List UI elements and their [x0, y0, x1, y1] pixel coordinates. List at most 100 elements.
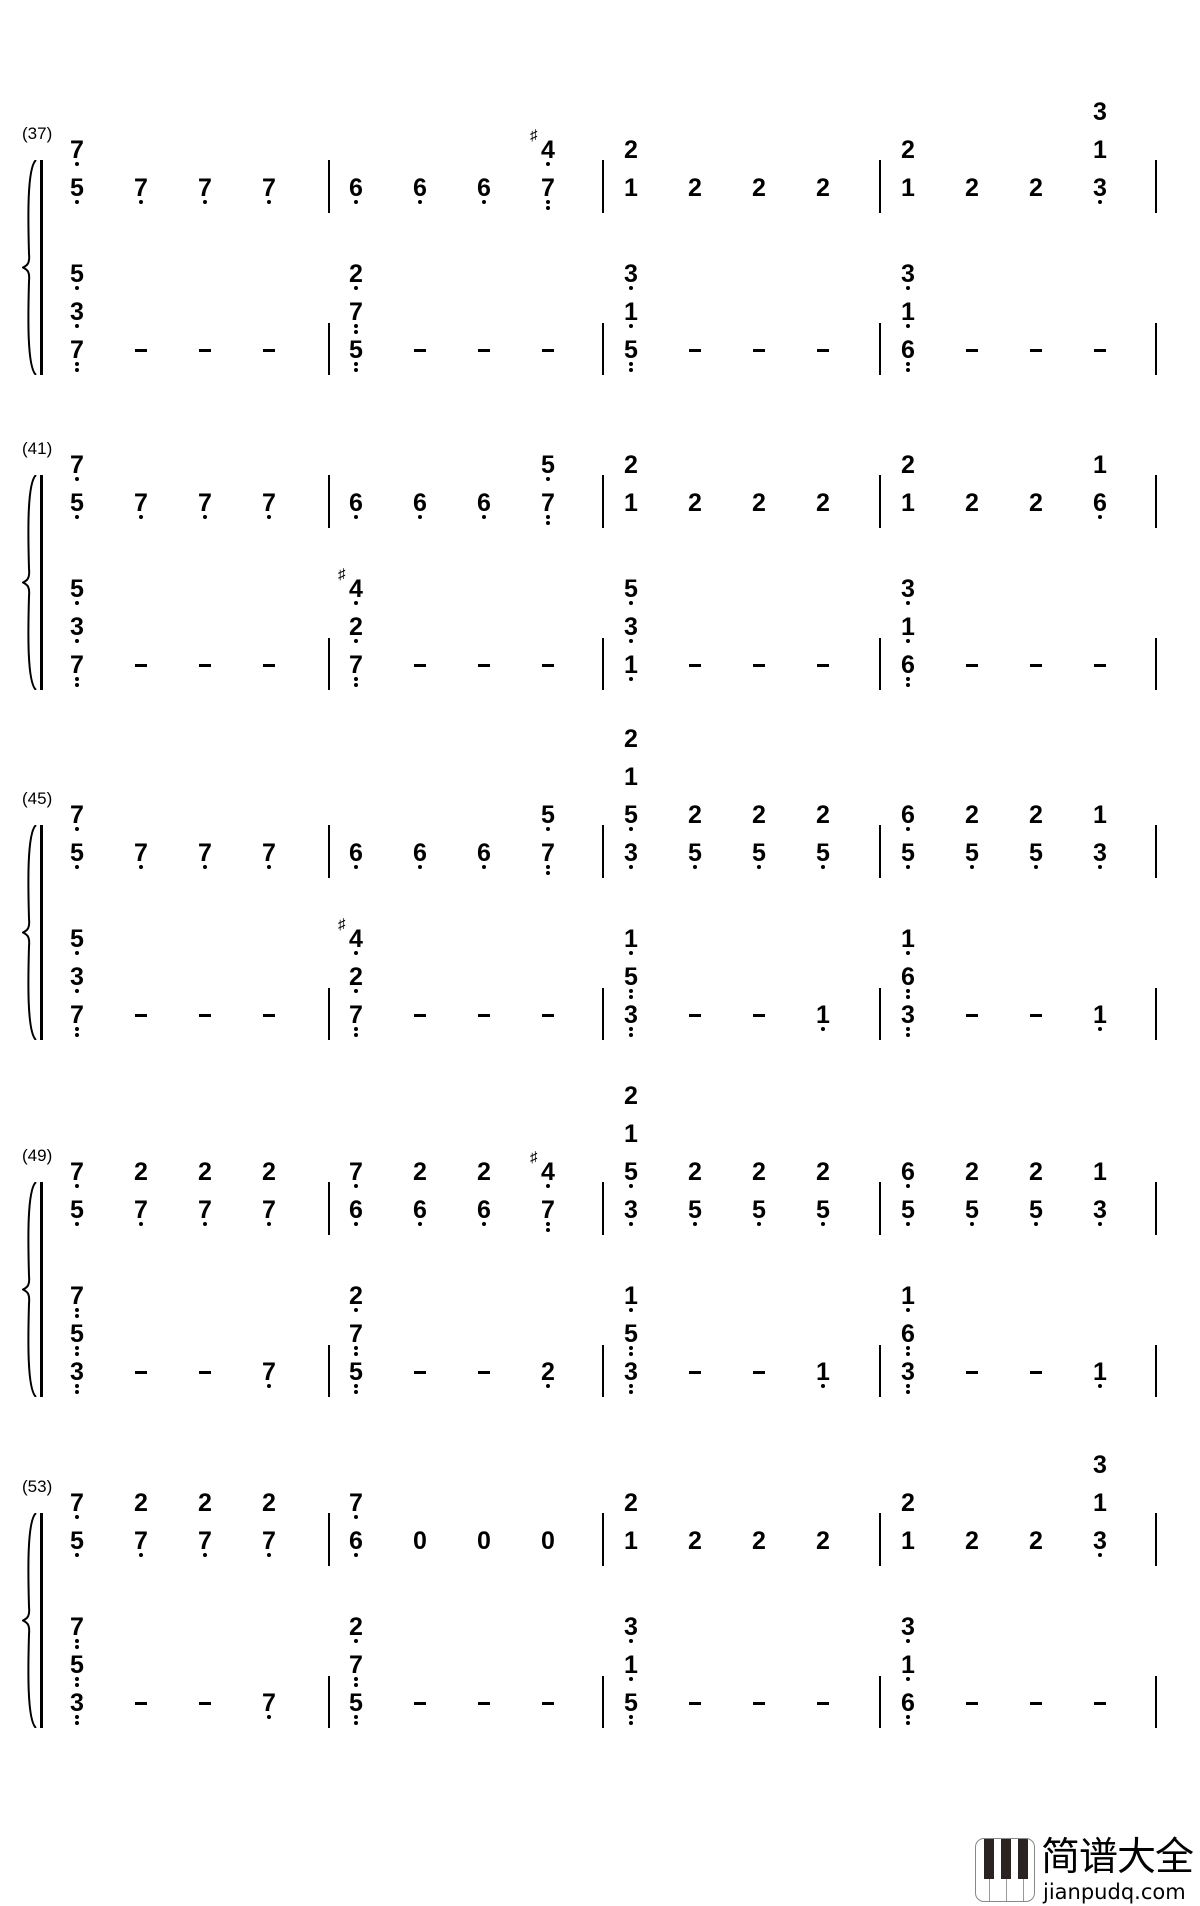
note-right-hand: 0	[536, 1529, 560, 1554]
note-right-hand: 7	[536, 491, 560, 525]
dash-mark	[689, 664, 701, 667]
note-digit: 4	[349, 575, 363, 603]
note-digit: 2	[198, 1158, 212, 1186]
dash-mark	[199, 349, 211, 352]
sustain-dash	[960, 653, 984, 677]
piano-keys-icon	[975, 1838, 1035, 1902]
note-left-hand: 1	[1088, 1003, 1112, 1031]
note-right-hand: 2	[747, 803, 771, 828]
note-left-hand: 7	[65, 1615, 89, 1649]
low-octave-dot	[906, 1027, 910, 1031]
low-octave-dot	[1034, 1222, 1038, 1226]
low-octave-dot	[1098, 1384, 1102, 1388]
low-octave-dot	[629, 1184, 633, 1188]
dash-mark	[966, 1371, 978, 1374]
low-octave-dot	[821, 1027, 825, 1031]
low-octave-dot	[75, 1184, 79, 1188]
dash-mark	[414, 1371, 426, 1374]
dash-mark	[689, 1014, 701, 1017]
note-digit: 6	[1093, 489, 1107, 517]
note-digit: 7	[349, 298, 363, 326]
note-left-hand: 1	[619, 300, 643, 328]
note-right-hand: 5	[960, 1198, 984, 1226]
note-right-hand: 7	[193, 1196, 217, 1226]
site-logo[interactable]: 简谱大全 jianpudq.com	[975, 1836, 1197, 1904]
note-digit: 5	[1029, 1196, 1043, 1224]
note-right-hand: 1	[1088, 803, 1112, 828]
note-right-hand: 1	[896, 1529, 920, 1554]
note-digit: 5	[624, 963, 638, 991]
low-octave-dot	[75, 1384, 79, 1388]
note-digit: 7	[198, 1196, 212, 1224]
note-digit: 1	[624, 1527, 638, 1555]
low-octave-dot	[75, 515, 79, 519]
note-right-hand: 2	[193, 1158, 217, 1186]
low-octave-dot	[546, 206, 550, 210]
low-octave-dot	[418, 865, 422, 869]
note-right-hand: 3	[1088, 1529, 1112, 1557]
barline-lh	[1155, 323, 1157, 375]
note-digit: 0	[477, 1527, 491, 1555]
note-digit: 3	[624, 613, 638, 641]
low-octave-dot	[139, 1553, 143, 1557]
note-right-hand: 7	[536, 1198, 560, 1232]
note-right-hand: 2	[811, 491, 835, 516]
low-octave-dot	[629, 362, 633, 366]
note-digit: 5	[70, 174, 84, 202]
note-left-hand: 7	[65, 338, 89, 372]
dash-mark	[817, 664, 829, 667]
note-digit: 6	[413, 839, 427, 867]
low-octave-dot	[906, 324, 910, 328]
note-left-hand: 5	[65, 1653, 89, 1687]
low-octave-dot	[354, 1390, 358, 1394]
note-digit: 7	[349, 1651, 363, 1679]
note-digit: 6	[477, 174, 491, 202]
note-right-hand: 7	[344, 1160, 368, 1188]
low-octave-dot	[1098, 1222, 1102, 1226]
note-digit: 7	[198, 1527, 212, 1555]
low-octave-dot	[354, 200, 358, 204]
note-digit: 5	[70, 489, 84, 517]
low-octave-dot	[354, 1721, 358, 1725]
dash-mark	[414, 1014, 426, 1017]
note-digit: 6	[901, 1689, 915, 1717]
dash-mark	[478, 1371, 490, 1374]
dash-mark	[689, 1702, 701, 1705]
dash-mark	[542, 1702, 554, 1705]
note-digit: 7	[134, 1196, 148, 1224]
sustain-dash	[1024, 1003, 1048, 1027]
note-left-hand: 3	[619, 1615, 643, 1643]
note-left-hand: 3	[65, 965, 89, 993]
note-right-hand: 7	[65, 803, 89, 831]
low-octave-dot	[75, 1390, 79, 1394]
note-digit: 3	[624, 1358, 638, 1386]
note-left-hand: 5	[619, 577, 643, 605]
low-octave-dot	[629, 677, 633, 681]
note-right-hand: 5	[65, 489, 89, 519]
note-digit: 1	[901, 925, 915, 953]
note-right-hand: 2	[747, 491, 771, 516]
low-octave-dot	[906, 1308, 910, 1312]
note-digit: 7	[70, 1158, 84, 1186]
note-right-hand: 5	[619, 803, 643, 831]
low-octave-dot	[546, 162, 550, 166]
note-digit: 6	[901, 1158, 915, 1186]
low-octave-dot	[75, 362, 79, 366]
low-octave-dot	[267, 1553, 271, 1557]
note-right-hand: 7	[129, 1196, 153, 1226]
note-right-hand: 2	[683, 803, 707, 828]
low-octave-dot	[75, 1639, 79, 1643]
sustain-dash	[536, 653, 560, 677]
note-right-hand: 1	[1088, 453, 1112, 478]
sustain-dash	[193, 338, 217, 362]
note-right-hand: 5	[1024, 841, 1048, 869]
low-octave-dot	[906, 989, 910, 993]
note-left-hand: 1	[896, 300, 920, 328]
dash-mark	[199, 1014, 211, 1017]
barline-lh	[328, 1345, 330, 1397]
note-right-hand: 7	[129, 841, 153, 869]
note-left-hand: 5	[619, 338, 643, 372]
note-left-hand: 1	[811, 1003, 835, 1031]
low-octave-dot	[906, 683, 910, 687]
low-octave-dot	[629, 951, 633, 955]
